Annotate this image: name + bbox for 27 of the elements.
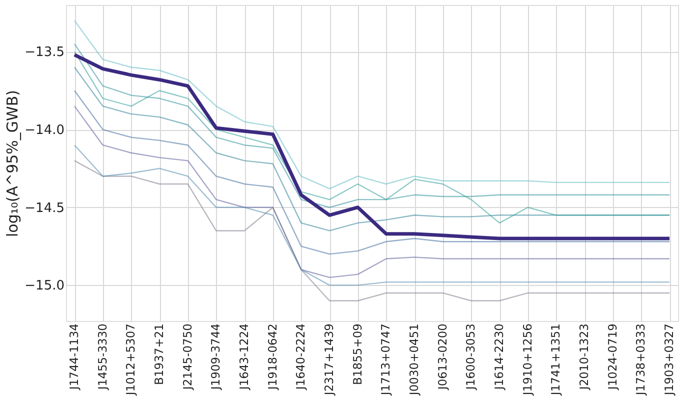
x-tick-label: J1738+0333 [634,324,648,396]
y-tick-label: −14.5 [24,200,64,216]
x-tick-label: J0613-0200 [435,324,450,391]
x-tick-label: B1937+21 [152,324,166,385]
x-tick-label: J2317+1439 [322,324,336,396]
x-tick-label: J2010-1323 [577,324,591,391]
x-tick-label: J1643-1224 [237,324,251,391]
x-tick-label: J1024-0719 [605,324,620,391]
x-tick-label: B1855+09 [350,324,364,385]
x-tick-label: J1640-2224 [294,324,308,391]
x-tick-label: J1012+5307 [124,324,138,396]
x-tick-label: J1903+0327 [662,324,676,396]
x-tick-label: J0030+0451 [407,324,421,396]
y-tick-label: −15.0 [24,278,64,294]
x-tick-label: J1600-3053 [464,324,478,391]
x-tick-label: J1910+1256 [520,324,534,396]
y-axis-title: log₁₀(A^95%_GWB) [4,90,22,238]
y-tick-label: −14.0 [24,123,64,138]
x-tick-label: J1614-2230 [492,324,506,391]
x-tick-label: J1918-0642 [265,324,280,391]
x-tick-label: J1744-1134 [67,324,81,391]
x-tick-label: J1455-3330 [95,324,110,391]
x-tick-label: J1741+1351 [548,324,563,396]
x-tick-label: J2145-0750 [180,324,194,391]
y-tick-label: −13.5 [24,45,64,60]
x-tick-label: J1713+0747 [378,324,393,396]
x-tick-label: J1909-3744 [208,324,223,391]
